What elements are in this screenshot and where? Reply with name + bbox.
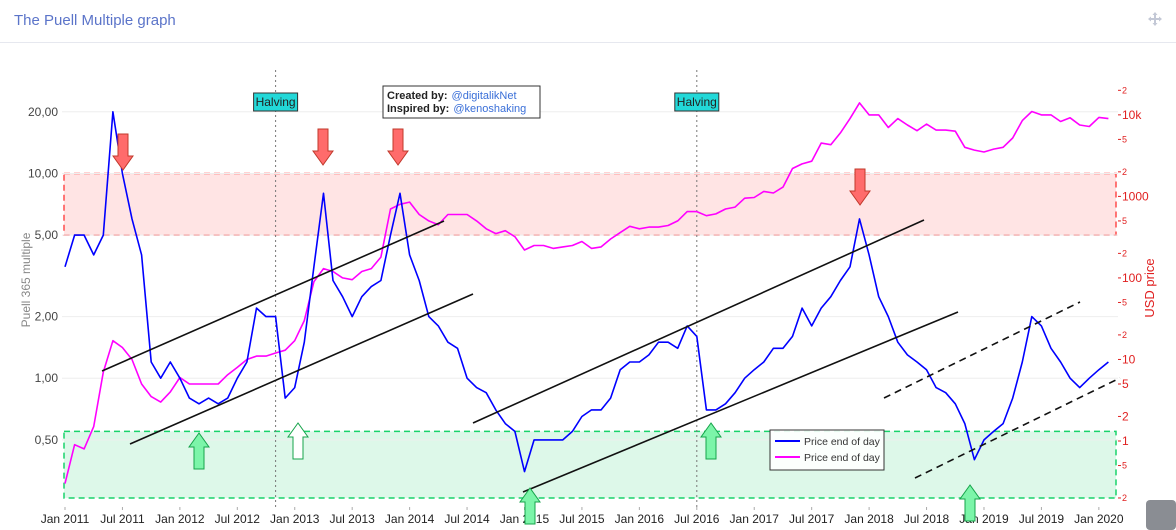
y2-tick-label: 5 [1122, 216, 1127, 226]
y2-tick-label: 2 [1122, 85, 1127, 95]
x-tick-label: Jul 2014 [444, 512, 490, 526]
credit-line: Created by: @digitalikNet [387, 90, 517, 102]
legend-label: Price end of day [804, 436, 881, 448]
x-tick-label: Jul 2019 [1019, 512, 1065, 526]
credit-handle: @kenoshaking [453, 103, 526, 115]
halving-label: Halving [677, 95, 717, 109]
arrow [112, 133, 134, 171]
arrow [519, 487, 541, 525]
series-line [64, 111, 1109, 473]
y2-tick-label: 5 [1122, 134, 1127, 144]
x-tick-label: Jan 2017 [730, 512, 780, 526]
y2-tick-label: 5 [1122, 461, 1127, 471]
y2-tick-label: 2 [1122, 248, 1127, 258]
y2-tick-label: 5 [1122, 297, 1127, 307]
x-tick-label: Jul 2015 [559, 512, 605, 526]
arrow [700, 422, 722, 460]
series-line [64, 102, 1109, 484]
x-tick-label: Jul 2013 [329, 512, 375, 526]
y2-tick-label: 2 [1122, 493, 1127, 503]
x-tick-label: Jul 2017 [789, 512, 835, 526]
legend-label: Price end of day [804, 452, 881, 464]
panel-title: The Puell Multiple graph [14, 12, 176, 29]
y2-tick-label: 1000 [1122, 189, 1149, 203]
corner-button[interactable] [1146, 500, 1176, 530]
x-tick-label: Jan 2014 [385, 512, 435, 526]
trend-line [522, 311, 959, 493]
x-tick-label: Jul 2012 [215, 512, 261, 526]
y-tick-label: 10,00 [28, 166, 58, 180]
y2-tick-label: 2 [1122, 330, 1127, 340]
y2-tick-label: 2 [1122, 409, 1129, 423]
y2-tick-label: 1 [1122, 434, 1129, 448]
x-tick-label: Jan 2016 [615, 512, 665, 526]
arrow [287, 422, 309, 460]
x-tick-label: Jan 2013 [270, 512, 320, 526]
move-icon[interactable] [1148, 12, 1162, 26]
panel-header: The Puell Multiple graph [0, 0, 1176, 43]
credit-line: Inspired by: @kenoshaking [387, 103, 526, 115]
y2-tick-label: 10 [1122, 352, 1136, 366]
y2-tick-label: 2 [1122, 167, 1127, 177]
arrow [188, 432, 210, 470]
y-tick-label: 1,00 [35, 371, 59, 385]
x-tick-label: Jul 2016 [674, 512, 720, 526]
y2-tick-label: 100 [1122, 271, 1142, 285]
zone [63, 172, 1117, 236]
x-tick-label: Jan 2012 [155, 512, 205, 526]
arrow [312, 128, 334, 166]
x-tick-label: Jan 2011 [41, 512, 90, 526]
y-axis-title: Puell 365 multiple [19, 232, 33, 327]
x-tick-label: Jan 2020 [1074, 512, 1124, 526]
credits-box [382, 85, 541, 119]
y-tick-label: 20,00 [28, 105, 58, 119]
arrow [387, 128, 409, 166]
y-tick-label: 5,00 [35, 228, 59, 242]
trend-line [883, 301, 1081, 399]
y2-axis-title: USD price [1142, 258, 1157, 317]
y-tick-label: 2,00 [35, 310, 59, 324]
halving-box [674, 92, 720, 112]
x-tick-label: Jul 2011 [100, 512, 145, 526]
halving-label: Halving [256, 95, 296, 109]
trend-line [101, 220, 445, 372]
credit-label: Inspired by: [387, 103, 449, 115]
trend-line [129, 293, 474, 445]
y2-tick-label: 5 [1122, 377, 1129, 391]
arrow [959, 484, 981, 522]
trend-line [914, 377, 1121, 479]
x-tick-label: Jul 2018 [904, 512, 950, 526]
arrow [849, 168, 871, 206]
x-tick-label: Jan 2018 [844, 512, 894, 526]
trend-line [472, 219, 925, 424]
credit-handle: @digitalikNet [452, 90, 517, 102]
y-tick-label: 0,50 [35, 433, 59, 447]
credit-label: Created by: [387, 90, 448, 102]
legend-box [769, 429, 885, 471]
halving-box [253, 92, 299, 112]
y2-tick-label: 10k [1122, 108, 1142, 122]
